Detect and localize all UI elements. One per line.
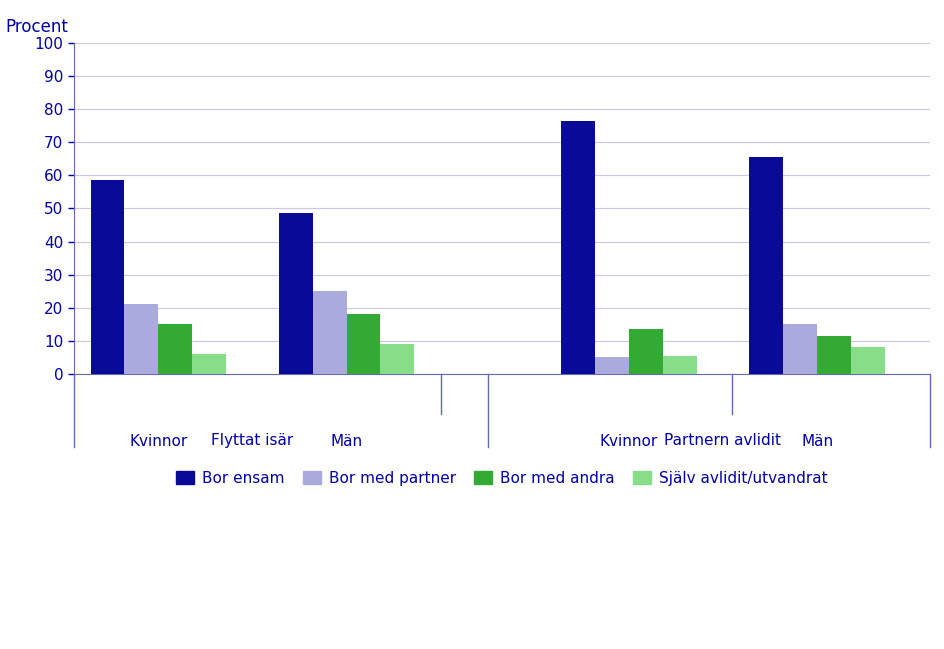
- Bar: [91, 180, 125, 374]
- Bar: [192, 354, 226, 374]
- Bar: [850, 347, 884, 374]
- Text: Procent: Procent: [5, 18, 68, 36]
- Bar: [749, 157, 783, 374]
- Bar: [380, 344, 413, 374]
- Text: Partnern avlidit: Partnern avlidit: [664, 434, 781, 448]
- Bar: [278, 214, 312, 374]
- Bar: [561, 121, 595, 374]
- Text: Flyttat isär: Flyttat isär: [211, 434, 294, 448]
- Bar: [817, 336, 850, 374]
- Bar: [783, 324, 817, 374]
- Legend: Bor ensam, Bor med partner, Bor med andra, Själv avlidit/utvandrat: Bor ensam, Bor med partner, Bor med andr…: [170, 465, 833, 492]
- Bar: [159, 324, 192, 374]
- Bar: [125, 304, 159, 374]
- Bar: [628, 329, 662, 374]
- Bar: [312, 291, 346, 374]
- Bar: [595, 358, 628, 374]
- Bar: [346, 314, 380, 374]
- Bar: [662, 356, 696, 374]
